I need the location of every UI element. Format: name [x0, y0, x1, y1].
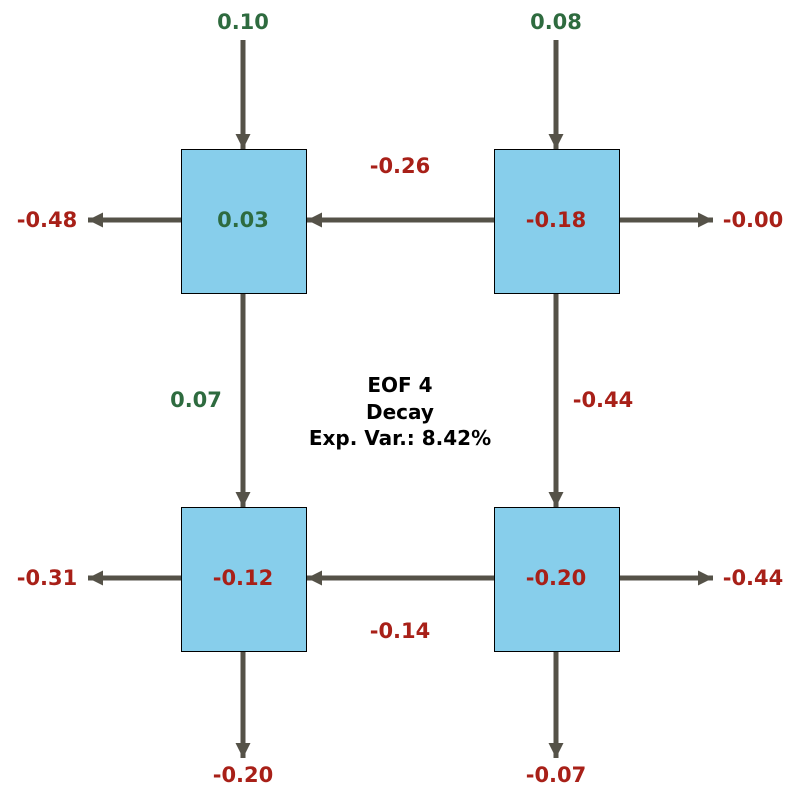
- box-value-top-left: 0.03: [217, 208, 269, 232]
- flow-label-inflow-top-right: 0.08: [530, 10, 582, 34]
- diagram-title: EOF 4 Decay Exp. Var.: 8.42%: [309, 373, 491, 450]
- boxes: [181, 149, 620, 652]
- flow-label-top-left-to-bottom-left: 0.07: [170, 388, 222, 412]
- flow-label-bottom-right-to-bottom-left: -0.14: [370, 619, 431, 643]
- box-bottom-left: [181, 507, 307, 652]
- flow-label-outflow-bottom-left: -0.20: [213, 763, 274, 787]
- flow-label-outflow-right-top: -0.00: [723, 208, 784, 232]
- title-line-3: Exp. Var.: 8.42%: [309, 426, 491, 450]
- title-line-2: Decay: [366, 400, 434, 424]
- flow-label-top-right-to-top-left: -0.26: [370, 154, 431, 178]
- box-top-left: [181, 149, 307, 294]
- flow-label-outflow-bottom-right: -0.07: [526, 763, 587, 787]
- box-bottom-right: [494, 507, 620, 652]
- flow-label-inflow-top-left: 0.10: [217, 10, 269, 34]
- box-value-top-right: -0.18: [526, 208, 587, 232]
- arrows: [88, 40, 713, 758]
- box-value-bottom-left: -0.12: [213, 566, 274, 590]
- box-value-bottom-right: -0.20: [526, 566, 587, 590]
- flow-label-outflow-right-bottom: -0.44: [723, 566, 784, 590]
- box-top-right: [494, 149, 620, 294]
- flow-label-outflow-left-top: -0.48: [17, 208, 78, 232]
- title-line-1: EOF 4: [367, 373, 432, 397]
- flow-label-outflow-left-bottom: -0.31: [17, 566, 78, 590]
- flow-label-top-right-to-bottom-right: -0.44: [573, 388, 634, 412]
